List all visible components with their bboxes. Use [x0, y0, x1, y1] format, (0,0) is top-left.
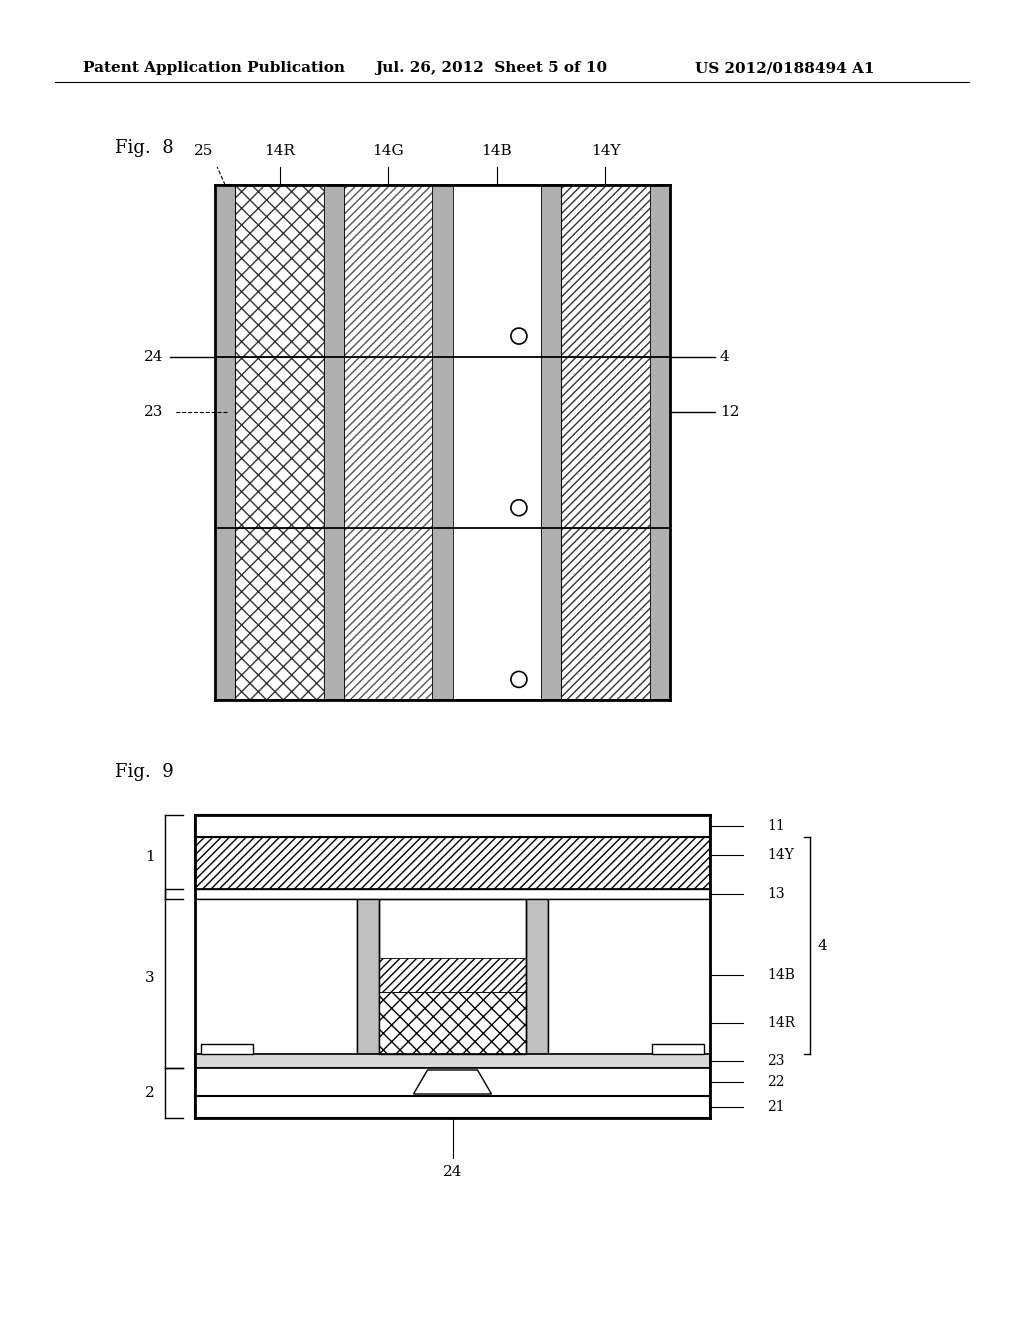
Text: 25: 25 [194, 144, 213, 158]
Bar [344, 528, 432, 700]
Bar [195, 1096, 710, 1118]
Bar [324, 528, 344, 700]
Bar [344, 185, 432, 356]
Bar [215, 528, 236, 700]
Text: Fig.  8: Fig. 8 [115, 139, 174, 157]
Bar [432, 528, 453, 700]
Text: 1: 1 [145, 850, 155, 865]
Bar [236, 185, 324, 356]
Text: 11: 11 [767, 818, 784, 833]
Bar [541, 528, 561, 700]
Bar [215, 185, 670, 700]
Bar [379, 993, 525, 1053]
Text: 24: 24 [442, 1166, 462, 1179]
Bar [649, 356, 670, 528]
Bar [548, 899, 710, 1053]
Text: 22: 22 [767, 1074, 784, 1089]
Bar [379, 958, 525, 993]
Bar [432, 356, 453, 528]
Bar [541, 356, 561, 528]
Text: 4: 4 [720, 350, 730, 364]
Bar [215, 185, 236, 356]
Bar [561, 185, 649, 356]
Bar [201, 1044, 253, 1053]
Bar [195, 1068, 710, 1096]
Text: Patent Application Publication: Patent Application Publication [83, 61, 345, 75]
Text: US 2012/0188494 A1: US 2012/0188494 A1 [695, 61, 874, 75]
Text: 23: 23 [767, 1053, 784, 1068]
Bar [649, 528, 670, 700]
Bar [453, 528, 541, 700]
Bar [561, 356, 649, 528]
Bar [195, 899, 357, 1053]
Bar [195, 1053, 710, 1068]
Text: 14B: 14B [481, 144, 512, 158]
Bar [215, 356, 236, 528]
Text: 23: 23 [143, 405, 163, 418]
Bar [195, 837, 710, 888]
Polygon shape [414, 1071, 492, 1094]
Text: Fig.  9: Fig. 9 [115, 763, 174, 781]
Text: 3: 3 [145, 972, 155, 986]
Text: Jul. 26, 2012  Sheet 5 of 10: Jul. 26, 2012 Sheet 5 of 10 [375, 61, 607, 75]
Bar [324, 356, 344, 528]
Bar [525, 899, 548, 1053]
Bar [324, 185, 344, 356]
Bar [357, 899, 379, 1053]
Bar [344, 356, 432, 528]
Bar [379, 899, 525, 1053]
Bar [432, 185, 453, 356]
Bar [195, 888, 710, 899]
Bar [541, 185, 561, 356]
Bar [652, 1044, 705, 1053]
Text: 13: 13 [767, 887, 784, 902]
Text: 21: 21 [767, 1100, 784, 1114]
Text: 24: 24 [143, 350, 163, 364]
Bar [236, 528, 324, 700]
Bar [453, 356, 541, 528]
Bar [195, 814, 710, 837]
Text: 14G: 14G [373, 144, 404, 158]
Bar [453, 185, 541, 356]
Text: 14R: 14R [767, 1016, 795, 1030]
Text: 12: 12 [720, 405, 739, 418]
Text: 2: 2 [145, 1086, 155, 1100]
Text: 4: 4 [818, 939, 827, 953]
Text: 14Y: 14Y [591, 144, 621, 158]
Text: 14Y: 14Y [767, 847, 794, 862]
Bar [649, 185, 670, 356]
Text: 14R: 14R [264, 144, 295, 158]
Bar [561, 528, 649, 700]
Bar [195, 899, 710, 1053]
Bar [236, 356, 324, 528]
Text: 14B: 14B [767, 968, 795, 982]
